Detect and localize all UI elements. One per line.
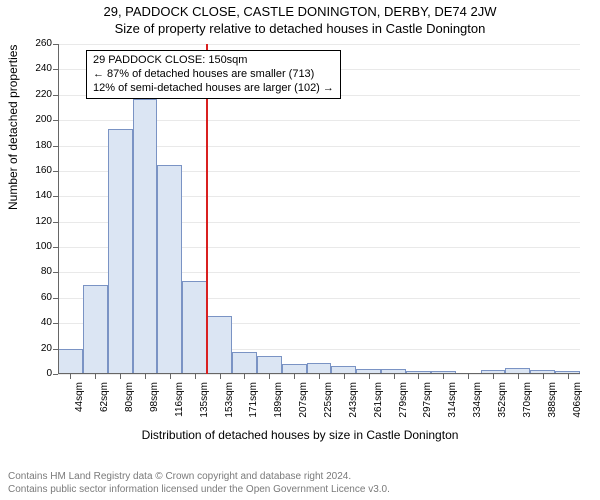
- histogram-bar: [108, 129, 133, 374]
- x-tick-label: 80sqm: [124, 382, 135, 422]
- y-tick-label: 120: [26, 216, 52, 227]
- histogram-bar: [58, 349, 83, 374]
- x-tick: [568, 374, 569, 379]
- histogram-bar: [232, 352, 257, 374]
- histogram-bar: [207, 316, 232, 374]
- x-tick: [145, 374, 146, 379]
- gridline: [58, 44, 580, 45]
- x-tick: [294, 374, 295, 379]
- info-line-1: 29 PADDOCK CLOSE: 150sqm: [93, 54, 334, 68]
- x-tick-label: 44sqm: [74, 382, 85, 422]
- x-tick-label: 98sqm: [149, 382, 160, 422]
- x-tick-label: 261sqm: [373, 382, 384, 422]
- info-line-2: ← 87% of detached houses are smaller (71…: [93, 68, 334, 82]
- y-tick-label: 200: [26, 114, 52, 125]
- y-tick-label: 260: [26, 38, 52, 49]
- histogram-bar: [83, 285, 108, 374]
- y-tick-label: 100: [26, 241, 52, 252]
- x-tick: [70, 374, 71, 379]
- x-tick-label: 225sqm: [323, 382, 334, 422]
- footer-line-1: Contains HM Land Registry data © Crown c…: [8, 470, 390, 483]
- y-axis-label: Number of detached properties: [6, 45, 20, 210]
- x-tick: [95, 374, 96, 379]
- x-tick-label: 334sqm: [472, 382, 483, 422]
- y-tick-label: 240: [26, 63, 52, 74]
- x-tick: [269, 374, 270, 379]
- x-tick-label: 243sqm: [348, 382, 359, 422]
- x-tick: [244, 374, 245, 379]
- x-tick: [418, 374, 419, 379]
- x-tick: [443, 374, 444, 379]
- x-tick-label: 297sqm: [422, 382, 433, 422]
- footer-attribution: Contains HM Land Registry data © Crown c…: [8, 470, 390, 496]
- x-tick-label: 171sqm: [248, 382, 259, 422]
- x-axis-label: Distribution of detached houses by size …: [0, 428, 600, 442]
- histogram-bar: [157, 165, 182, 374]
- x-tick: [493, 374, 494, 379]
- y-tick-label: 180: [26, 140, 52, 151]
- x-tick-label: 388sqm: [547, 382, 558, 422]
- y-tick-label: 20: [26, 343, 52, 354]
- x-tick-label: 279sqm: [398, 382, 409, 422]
- x-tick-label: 352sqm: [497, 382, 508, 422]
- x-tick: [468, 374, 469, 379]
- y-tick-label: 160: [26, 165, 52, 176]
- y-tick-label: 220: [26, 89, 52, 100]
- info-line-3: 12% of semi-detached houses are larger (…: [93, 82, 334, 96]
- y-tick-label: 0: [26, 368, 52, 379]
- x-tick-label: 189sqm: [273, 382, 284, 422]
- x-tick: [518, 374, 519, 379]
- histogram-bar: [257, 356, 282, 374]
- x-tick: [220, 374, 221, 379]
- histogram-chart: 02040608010012014016018020022024026044sq…: [58, 44, 580, 374]
- x-tick: [344, 374, 345, 379]
- x-tick: [319, 374, 320, 379]
- x-tick-label: 406sqm: [572, 382, 583, 422]
- info-box: 29 PADDOCK CLOSE: 150sqm← 87% of detache…: [86, 50, 341, 99]
- y-axis: [58, 44, 59, 374]
- y-tick-label: 40: [26, 317, 52, 328]
- x-tick: [369, 374, 370, 379]
- x-tick: [170, 374, 171, 379]
- y-tick-label: 140: [26, 190, 52, 201]
- x-tick: [394, 374, 395, 379]
- y-tick-label: 60: [26, 292, 52, 303]
- x-tick-label: 135sqm: [199, 382, 210, 422]
- x-tick: [120, 374, 121, 379]
- x-tick-label: 314sqm: [447, 382, 458, 422]
- x-tick-label: 153sqm: [224, 382, 235, 422]
- page-title: 29, PADDOCK CLOSE, CASTLE DONINGTON, DER…: [0, 0, 600, 19]
- histogram-bar: [133, 99, 158, 374]
- y-tick: [53, 374, 58, 375]
- y-tick-label: 80: [26, 266, 52, 277]
- x-tick-label: 62sqm: [99, 382, 110, 422]
- x-tick-label: 116sqm: [174, 382, 185, 422]
- x-tick: [195, 374, 196, 379]
- page-subtitle: Size of property relative to detached ho…: [0, 19, 600, 36]
- histogram-bar: [182, 281, 207, 374]
- footer-line-2: Contains public sector information licen…: [8, 483, 390, 496]
- x-tick-label: 207sqm: [298, 382, 309, 422]
- x-tick: [543, 374, 544, 379]
- x-tick-label: 370sqm: [522, 382, 533, 422]
